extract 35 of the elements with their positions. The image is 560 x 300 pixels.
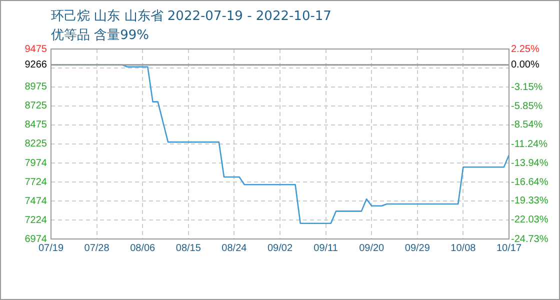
y-tick-label: 8225 [24, 138, 48, 150]
y2-tick-label: -24.73% [511, 234, 548, 245]
x-tick-label: 08/15 [176, 242, 202, 254]
y-tick-label: 7224 [24, 214, 48, 226]
x-tick-label: 07/19 [38, 242, 64, 254]
x-tick-label: 10/08 [450, 242, 476, 254]
y-tick-label: 7974 [24, 158, 48, 169]
y2-tick-label: -19.33% [511, 196, 548, 207]
y-tick-label: 9475 [24, 44, 48, 55]
y2-tick-label: -13.94% [511, 158, 548, 169]
y2-tick-label: -11.24% [511, 138, 548, 150]
y-tick-label: 7724 [24, 176, 48, 188]
x-tick-label: 08/24 [222, 242, 248, 254]
y2-tick-label: -22.03% [511, 214, 548, 226]
y-tick-label: 8475 [24, 120, 48, 131]
y2-tick-label: 0.00% [511, 60, 540, 71]
y2-tick-label: -3.15% [511, 82, 543, 93]
x-tick-label: 07/28 [84, 242, 110, 254]
y2-tick-label: -8.54% [511, 120, 543, 131]
x-tick-label: 08/06 [130, 242, 156, 254]
y-tick-label: 8975 [24, 82, 48, 93]
chart-title: 环己烷 山东 山东省 2022-07-19 - 2022-10-17 [51, 8, 332, 25]
y2-tick-label: -5.85% [511, 100, 543, 112]
y2-tick-label: -16.64% [511, 176, 548, 188]
x-tick-label: 10/17 [496, 242, 522, 254]
x-tick-label: 09/02 [267, 242, 293, 254]
y-tick-label: 8725 [24, 100, 48, 112]
y-tick-label: 9266 [24, 60, 48, 71]
x-tick-label: 09/20 [359, 242, 385, 254]
y2-tick-label: 2.25% [511, 44, 540, 55]
y-tick-label: 7474 [24, 196, 48, 207]
x-tick-label: 09/29 [404, 242, 430, 254]
y-tick-label: 6974 [24, 234, 48, 245]
x-tick-label: 09/11 [314, 242, 338, 254]
chart-subtitle: 优等品 含量99% [51, 27, 150, 44]
